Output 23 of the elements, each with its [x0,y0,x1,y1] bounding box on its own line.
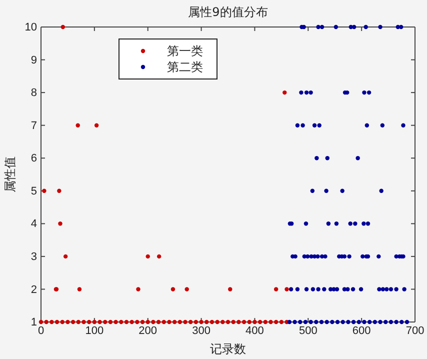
legend-label: 第二类 [167,60,203,74]
x-tick-label: 0 [38,324,44,337]
x-tick-label: 400 [246,324,264,337]
y-tick-label: 10 [24,22,37,34]
y-tick-label: 8 [30,87,37,100]
x-tick-label: 300 [192,324,210,337]
y-tick-label: 2 [30,284,37,296]
x-tick-label: 200 [138,324,158,337]
y-tick-label: 5 [30,185,37,198]
y-tick-label: 9 [30,54,37,66]
y-tick-label: 1 [30,316,37,329]
legend-label: 第一类 [167,44,203,58]
y-tick-label: 4 [30,218,37,230]
y-axis-title: 属性值 [3,156,17,192]
x-tick-label: 500 [298,324,318,337]
y-tick-label: 3 [30,250,37,263]
x-tick-label: 600 [352,324,371,337]
y-tick-label: 6 [30,152,37,165]
chart-title: 属性9的值分布 [188,5,268,19]
x-axis-title: 记录数 [210,342,246,356]
x-tick-label: 100 [85,324,104,337]
x-tick-label: 700 [406,324,424,337]
y-tick-label: 7 [30,120,37,132]
